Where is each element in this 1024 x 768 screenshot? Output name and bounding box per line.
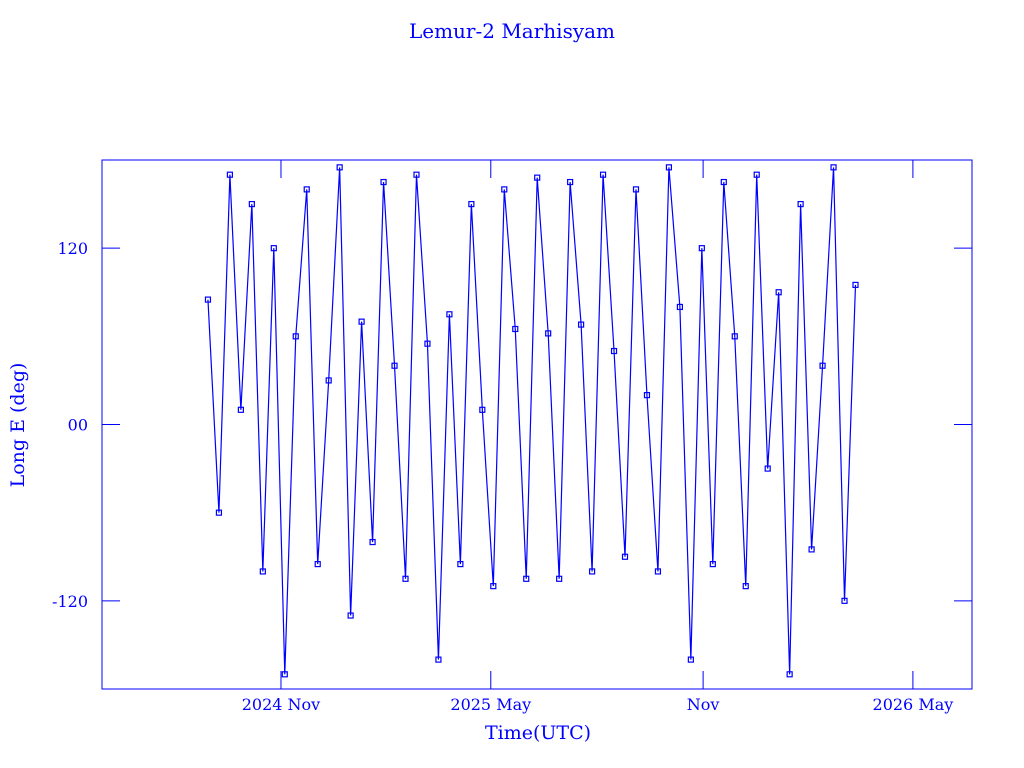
data-point	[435, 656, 442, 663]
data-point	[731, 333, 738, 340]
data-point	[402, 575, 409, 582]
data-point	[578, 321, 585, 328]
data-point	[523, 575, 530, 582]
data-point	[753, 171, 760, 178]
data-point	[248, 200, 255, 208]
data-point	[830, 164, 837, 171]
data-point	[501, 186, 508, 193]
data-point	[292, 333, 299, 340]
data-point	[556, 575, 563, 582]
data-point	[764, 465, 771, 472]
data-point	[468, 200, 475, 208]
data-point	[204, 296, 212, 303]
data-point	[391, 362, 398, 369]
data-point	[797, 200, 804, 208]
data-point	[588, 568, 596, 575]
data-point	[709, 560, 716, 568]
y-tick-label: 120	[57, 239, 88, 258]
data-point	[676, 303, 683, 311]
data-point	[347, 612, 354, 619]
series-line	[207, 167, 857, 675]
x-axis-label: Time(UTC)	[485, 722, 591, 744]
data-point	[852, 281, 859, 289]
data-point	[424, 340, 431, 347]
data-point	[490, 583, 497, 590]
data-point	[775, 289, 782, 296]
data-point	[314, 560, 321, 568]
data-point	[413, 171, 420, 178]
data-point	[643, 392, 651, 399]
data-point	[610, 347, 618, 355]
data-point	[215, 509, 223, 516]
data-point	[841, 597, 848, 604]
data-point	[259, 568, 266, 575]
data-point	[534, 174, 541, 181]
x-tick-label: 2024 Nov	[242, 695, 320, 714]
data-point	[545, 330, 552, 337]
x-tick-label: Nov	[687, 695, 720, 714]
y-tick-label: 00	[68, 416, 88, 435]
data-point	[654, 568, 662, 575]
data-point	[446, 311, 453, 318]
data-point	[742, 583, 749, 590]
data-point	[632, 186, 640, 193]
data-point	[226, 171, 234, 178]
data-point	[281, 671, 288, 678]
data-point	[621, 553, 629, 560]
data-point	[599, 171, 607, 178]
data-point	[698, 245, 705, 252]
y-tick-label: -120	[52, 592, 88, 611]
data-point	[457, 560, 464, 568]
chart-title: Lemur-2 Marhisyam	[409, 19, 615, 43]
data-point	[270, 245, 277, 252]
x-tick-label: 2026 May	[873, 695, 954, 714]
data-point	[336, 164, 343, 171]
data-point	[819, 362, 826, 369]
data-point	[479, 406, 486, 413]
data-point	[665, 164, 673, 171]
data-point	[303, 186, 310, 193]
data-point	[380, 178, 387, 186]
data-point	[786, 671, 793, 678]
data-point	[687, 656, 694, 663]
data-point	[369, 538, 376, 546]
data-point	[358, 318, 365, 325]
data-point	[325, 377, 332, 384]
data-point	[720, 178, 727, 186]
y-axis-label: Long E (deg)	[7, 363, 29, 488]
data-point	[512, 325, 519, 333]
data-point	[567, 178, 574, 186]
x-tick-label: 2025 May	[450, 695, 531, 714]
data-point	[237, 406, 244, 413]
data-point	[808, 546, 815, 553]
